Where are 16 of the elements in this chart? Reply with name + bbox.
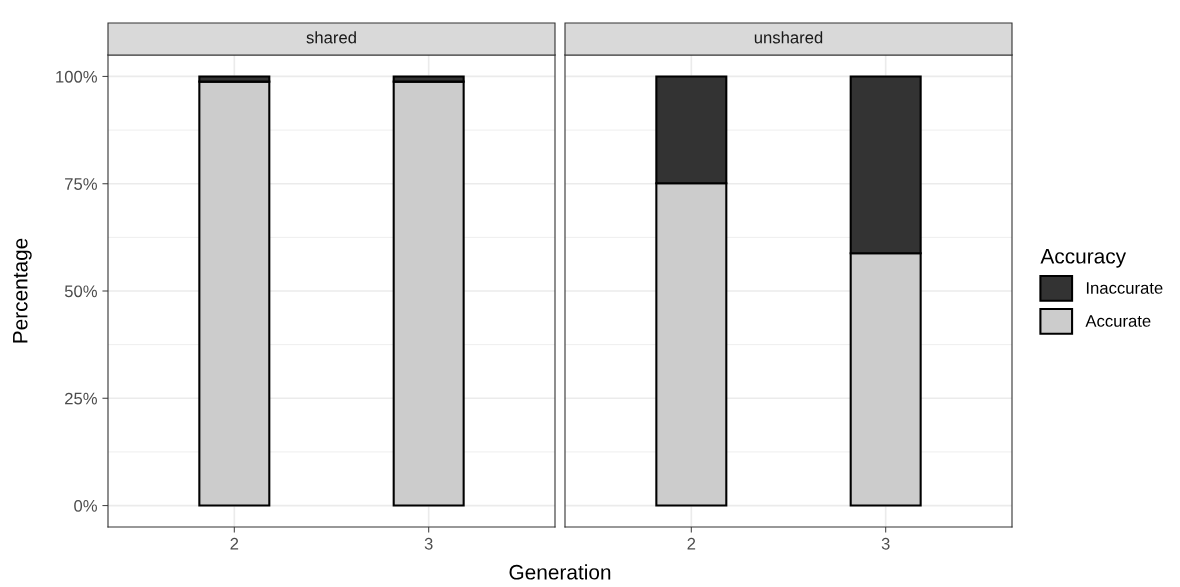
x-axis-title: Generation — [509, 564, 611, 580]
chart-title: unshared — [754, 31, 823, 44]
legend-label: Inaccurate — [1086, 282, 1163, 294]
y-tick-label: 75% — [65, 178, 97, 190]
legend-title: Accuracy — [1040, 249, 1127, 268]
chart-title: shared — [306, 31, 356, 44]
y-tick-label: 25% — [65, 392, 97, 405]
y-tick-label: 0% — [74, 499, 97, 512]
y-axis-title: Percentage — [13, 238, 32, 343]
x-tick-label: 2 — [230, 537, 239, 550]
x-tick-label: 3 — [424, 537, 433, 550]
y-tick-label: 100% — [56, 70, 97, 83]
x-tick-label: 3 — [881, 537, 890, 550]
x-tick-label: 2 — [687, 537, 696, 550]
y-tick-label: 50% — [64, 285, 97, 298]
legend-label: Accurate — [1085, 315, 1151, 327]
